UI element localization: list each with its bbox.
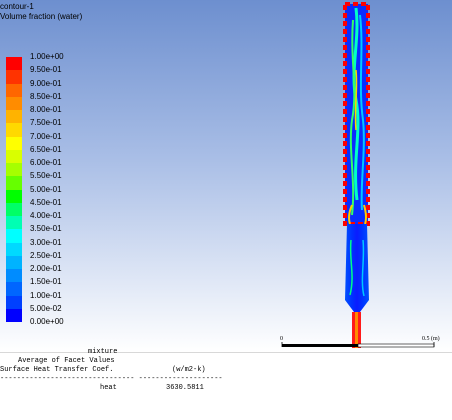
legend-swatch <box>6 255 22 269</box>
legend-swatch <box>6 216 22 230</box>
flow-streak-2 <box>349 19 356 216</box>
legend-label: 3.50e-01 <box>30 224 62 234</box>
legend-label: 8.00e-01 <box>30 105 62 114</box>
legend-swatch <box>6 163 22 177</box>
legend-swatch <box>6 189 22 203</box>
legend-label: 9.00e-01 <box>30 78 62 88</box>
outlet-core <box>355 312 358 348</box>
legend-label: 1.00e+00 <box>30 52 64 61</box>
graphics-viewport[interactable]: contour-1 Volume fraction (water) 1.00e+… <box>0 0 452 352</box>
console-row-value: 3630.5811 <box>166 384 204 392</box>
flow-streak-5 <box>347 204 353 225</box>
legend-label: 4.50e-01 <box>30 197 62 207</box>
contour-title-block: contour-1 Volume fraction (water) <box>0 2 82 22</box>
legend-label: 1.00e-01 <box>30 290 62 300</box>
console-line-mixture: mixture <box>88 348 118 356</box>
console-line-average: Average of Facet Values <box>18 357 115 365</box>
legend-swatch <box>6 295 22 309</box>
console-line-unit: (w/m2-k) <box>172 366 206 374</box>
console-separator: -------------------------------- -------… <box>0 375 223 383</box>
legend-swatch <box>6 149 22 163</box>
legend-swatch <box>6 96 22 110</box>
scale-start-label: 0 <box>280 336 283 342</box>
legend-swatch <box>6 229 22 243</box>
pipe-geometry <box>343 2 370 348</box>
legend-swatch <box>6 308 22 322</box>
legend-label: 6.00e-01 <box>30 158 62 167</box>
legend-swatch <box>6 282 22 296</box>
legend-label: 5.00e-01 <box>30 184 62 194</box>
flow-streak-4 <box>354 69 358 131</box>
legend-label: 2.50e-01 <box>30 250 62 260</box>
scale-end-label: 0.5 (m) <box>422 336 440 342</box>
legend-label: 0.00e+00 <box>30 317 64 326</box>
legend-label: 4.00e-01 <box>30 211 62 220</box>
console-output[interactable]: mixture Average of Facet Values Surface … <box>0 348 452 420</box>
legend-swatch <box>6 83 22 97</box>
legend-swatch <box>6 269 22 283</box>
console-line-label: Surface Heat Transfer Coef. <box>0 366 114 374</box>
legend-swatch <box>6 136 22 150</box>
legend-label: 8.50e-01 <box>30 91 62 101</box>
color-legend-bar <box>6 57 22 322</box>
flow-streak-3 <box>359 14 365 211</box>
legend-swatch <box>6 123 22 137</box>
flow-streak-8 <box>361 239 365 297</box>
legend-label: 5.50e-01 <box>30 171 62 181</box>
contour-name: contour-1 <box>0 2 34 11</box>
legend-swatch <box>6 70 22 84</box>
legend-label: 3.00e-01 <box>30 237 62 247</box>
legend-swatch <box>6 176 22 190</box>
flow-streak-7 <box>349 239 353 296</box>
contour-field: Volume fraction (water) <box>0 12 83 21</box>
scale-ruler: 0 0.5 (m) <box>280 336 440 350</box>
legend-swatch <box>6 57 22 71</box>
legend-label: 9.50e-01 <box>30 65 62 75</box>
legend-label: 7.00e-01 <box>30 131 62 141</box>
legend-label: 2.00e-01 <box>30 264 62 273</box>
legend-label: 1.50e-01 <box>30 277 62 287</box>
lower-chamber <box>345 224 369 312</box>
legend-label: 6.50e-01 <box>30 144 62 154</box>
upper-channel-wall <box>343 2 370 226</box>
console-row-label: heat <box>100 384 117 392</box>
legend-swatch <box>6 242 22 256</box>
legend-swatch <box>6 110 22 124</box>
legend-label: 7.50e-01 <box>30 118 62 128</box>
legend-swatch <box>6 202 22 216</box>
legend-label: 5.00e-02 <box>30 303 62 313</box>
flow-streak-6 <box>363 204 368 225</box>
